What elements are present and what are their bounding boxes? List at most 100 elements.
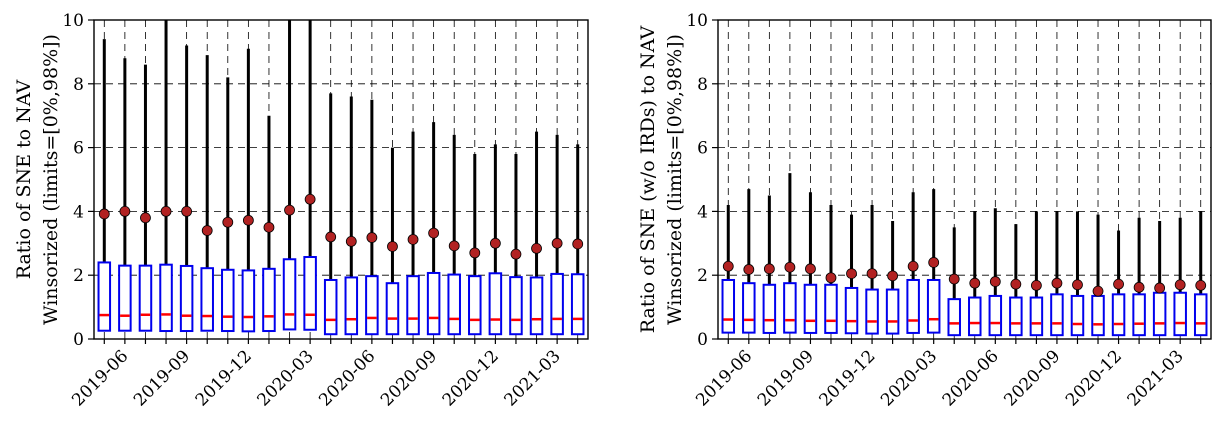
- mean-marker: [1051, 277, 1063, 289]
- mean-marker: [572, 238, 584, 250]
- mean-marker: [98, 208, 110, 220]
- box-rect: [262, 267, 276, 333]
- box-rect: [488, 272, 503, 336]
- box-rect: [947, 298, 961, 337]
- x-tick-label: 2020-12: [439, 346, 503, 410]
- box-rect: [721, 278, 736, 334]
- box-rect: [1152, 291, 1167, 337]
- mean-marker: [846, 268, 857, 280]
- mean-marker: [948, 273, 960, 285]
- y-tick-label: 2: [697, 266, 708, 286]
- mean-marker: [551, 237, 563, 249]
- box-rect: [1111, 293, 1126, 337]
- x-tick-label: 2020-12: [1062, 346, 1126, 410]
- y-tick-label: 6: [73, 139, 84, 159]
- box-rect: [138, 264, 153, 332]
- mean-marker: [304, 193, 316, 205]
- box-rect: [1050, 293, 1064, 337]
- mean-marker: [140, 212, 151, 224]
- x-tick-label: 2020-06: [939, 346, 1003, 410]
- box-rect: [1070, 294, 1085, 337]
- box-rect: [159, 263, 173, 333]
- box-rect: [926, 278, 941, 334]
- box-rect: [742, 282, 756, 334]
- box-rect: [118, 264, 132, 332]
- plot-frame: [93, 19, 589, 340]
- mean-marker: [366, 232, 378, 243]
- mean-marker: [1113, 278, 1124, 290]
- y-tick-label: 8: [697, 75, 708, 95]
- mean-marker: [763, 263, 775, 275]
- box-rect: [906, 278, 920, 334]
- x-tick-label: 2021-03: [501, 346, 565, 410]
- y-tick-label: 0: [73, 330, 84, 350]
- mean-marker: [887, 270, 899, 282]
- y-tick-label: 4: [73, 202, 84, 222]
- x-tick-label: 2019-09: [754, 346, 818, 410]
- box-rect: [221, 268, 235, 333]
- box-rect: [406, 275, 420, 336]
- mean-marker: [489, 237, 501, 249]
- box-rect: [468, 275, 482, 336]
- mean-marker: [1092, 285, 1104, 297]
- mean-marker: [263, 221, 275, 233]
- y-axis-label-line2: Winsorized (limits=[0%,98%]): [664, 34, 686, 325]
- mean-marker: [722, 260, 734, 272]
- mean-marker: [160, 205, 172, 217]
- box-rect: [179, 264, 194, 333]
- left-box-plot-panel: 02468102019-062019-092019-122020-032020-…: [13, 11, 589, 410]
- mean-marker: [201, 225, 213, 236]
- mean-marker: [469, 247, 481, 259]
- mean-marker: [222, 216, 234, 228]
- box-rect: [1029, 296, 1044, 337]
- box-rect: [1132, 293, 1146, 337]
- mean-marker: [1133, 281, 1145, 293]
- mean-marker: [345, 235, 357, 247]
- right-box-plot-panel: 02468102019-062019-092019-122020-032020-…: [637, 11, 1212, 410]
- mean-marker: [1154, 282, 1166, 294]
- mean-marker: [825, 272, 837, 284]
- mean-marker: [866, 268, 878, 280]
- box-rect: [762, 283, 777, 334]
- mean-marker: [181, 205, 193, 217]
- y-tick-label: 2: [73, 266, 84, 286]
- y-axis-label-line1: Ratio of SNE to NAV: [13, 79, 35, 279]
- box-rect: [550, 272, 564, 336]
- y-tick-label: 0: [697, 330, 708, 350]
- x-tick-label: 2020-03: [877, 346, 941, 410]
- mean-marker: [387, 241, 398, 252]
- box-rect: [447, 273, 461, 336]
- x-tick-label: 2020-09: [377, 346, 441, 410]
- box-rect: [783, 282, 797, 334]
- mean-marker: [284, 204, 295, 216]
- mean-marker: [989, 276, 1001, 287]
- box-rect: [824, 283, 838, 334]
- x-tick-label: 2019-09: [130, 346, 194, 410]
- box-rect: [803, 283, 818, 334]
- box-rect: [241, 269, 256, 333]
- box-rect: [1091, 294, 1105, 337]
- box-rect: [529, 276, 544, 336]
- x-tick-label: 2019-06: [68, 346, 132, 410]
- y-axis-label-line2: Winsorized (limits=[0%,98%]): [40, 34, 62, 325]
- box-rect: [303, 256, 317, 331]
- y-tick-label: 4: [697, 202, 708, 222]
- box-rect: [426, 271, 441, 336]
- box-rect: [968, 296, 982, 337]
- box-rect: [385, 282, 400, 336]
- mean-marker: [928, 257, 940, 268]
- mean-marker: [325, 231, 337, 243]
- mean-marker: [1072, 279, 1083, 291]
- mean-marker: [1010, 278, 1022, 290]
- mean-marker: [531, 243, 542, 254]
- x-tick-label: 2020-03: [254, 346, 318, 410]
- y-tick-label: 10: [62, 11, 84, 31]
- y-tick-label: 10: [686, 11, 708, 31]
- box-rect: [570, 273, 585, 336]
- mean-marker: [510, 248, 522, 260]
- mean-marker: [907, 260, 919, 272]
- mean-marker: [119, 205, 131, 217]
- mean-marker: [805, 263, 816, 275]
- mean-marker: [407, 234, 419, 245]
- y-tick-label: 6: [697, 139, 708, 159]
